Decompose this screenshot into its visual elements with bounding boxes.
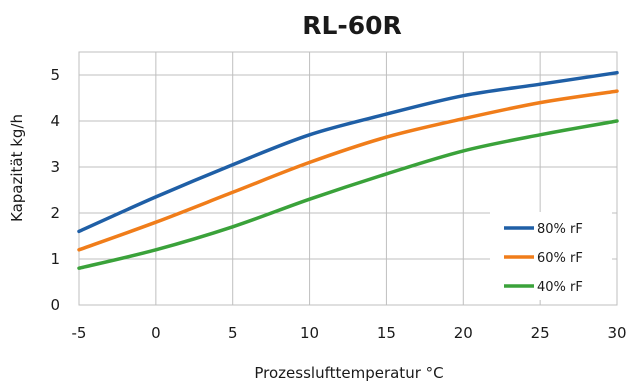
x-tick-label: -5	[72, 324, 87, 342]
legend: 80% rF 60% rF 40% rF	[490, 212, 612, 300]
y-tick-label: 1	[50, 250, 60, 268]
x-tick-label: 30	[607, 324, 626, 342]
legend-label: 60% rF	[537, 251, 583, 266]
x-tick-label: 0	[151, 324, 161, 342]
x-tick-label: 5	[228, 324, 238, 342]
legend-label: 40% rF	[537, 280, 583, 295]
x-tick-label: 10	[300, 324, 319, 342]
y-tick-label: 4	[50, 112, 60, 130]
x-axis-title: Prozesslufttemperatur °C	[254, 364, 443, 382]
series-line-1	[77, 89, 619, 252]
series-line-0	[77, 70, 619, 234]
x-tick-label: 25	[531, 324, 550, 342]
chart-title: RL-60R	[302, 11, 402, 40]
series-layer	[77, 70, 619, 270]
y-tick-label: 5	[50, 66, 60, 84]
y-tick-label: 0	[50, 296, 60, 314]
y-axis-title: Kapazität kg/h	[8, 114, 26, 222]
x-tick-label: 15	[377, 324, 396, 342]
legend-label: 80% rF	[537, 222, 583, 237]
series-line-2	[77, 119, 619, 270]
x-tick-label: 20	[454, 324, 473, 342]
y-tick-label: 2	[50, 204, 60, 222]
y-tick-label: 3	[50, 158, 60, 176]
tick-label-layer: -5 0 5 10 15 20 25 30 0 1 2 3 4 5	[50, 66, 626, 342]
